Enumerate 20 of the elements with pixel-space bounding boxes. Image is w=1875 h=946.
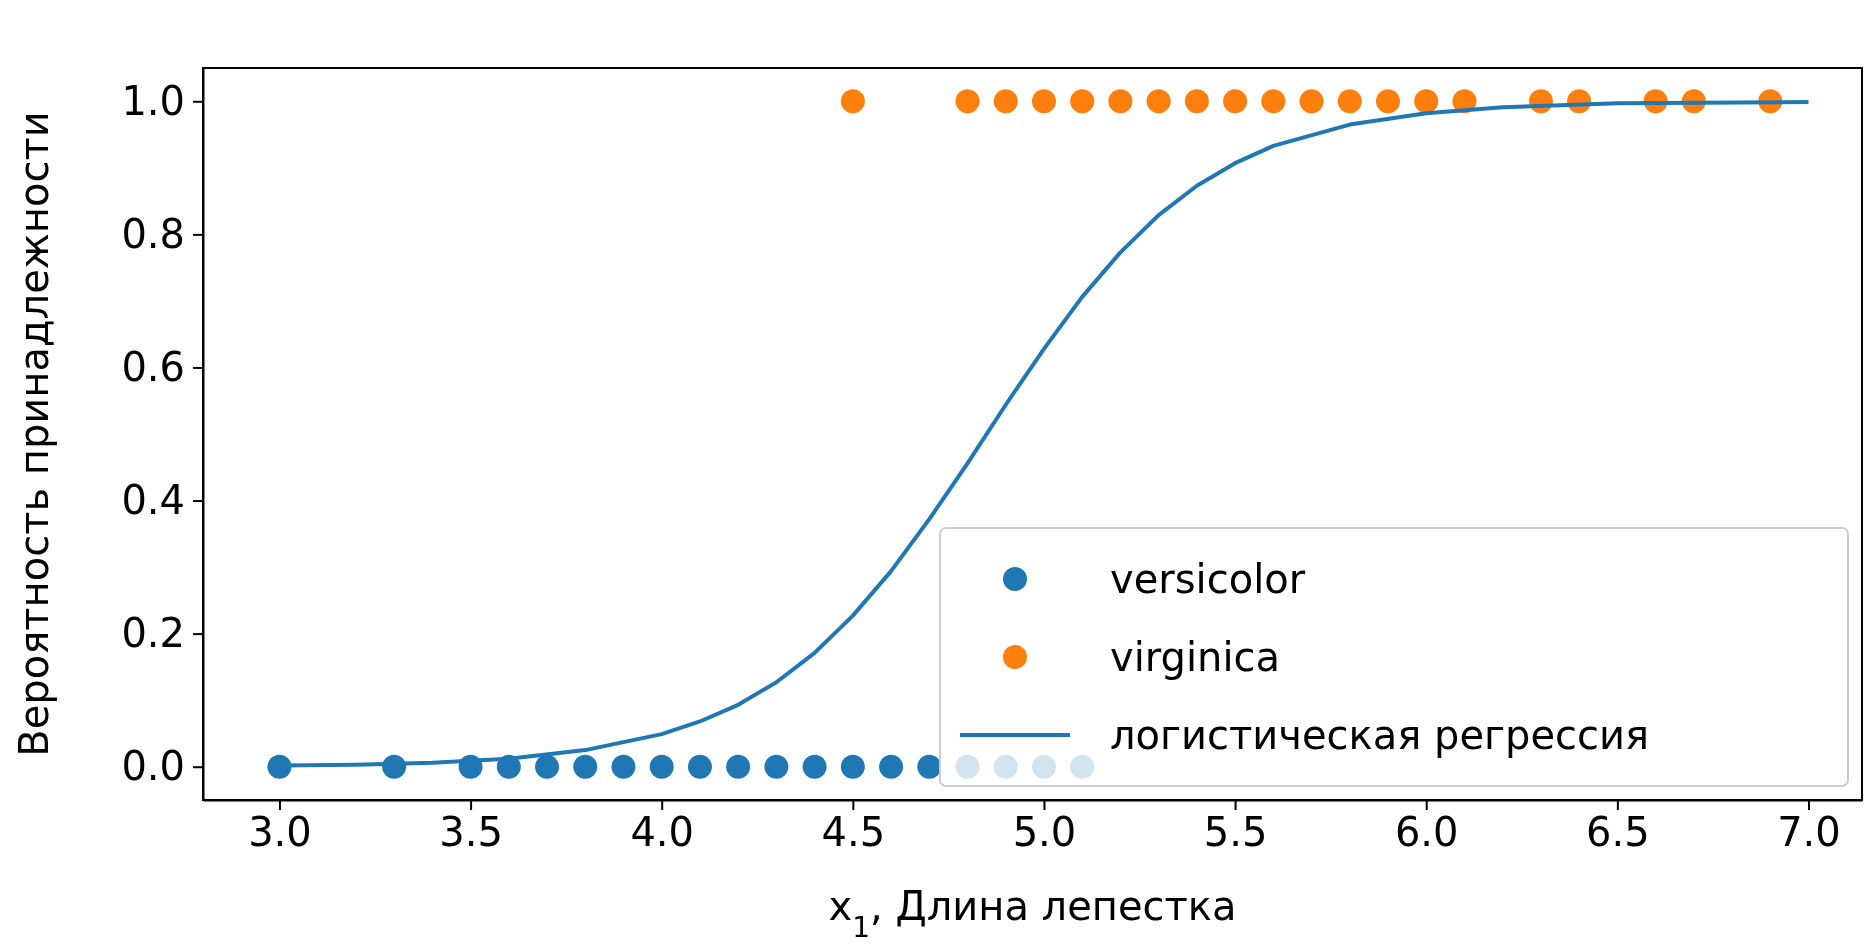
x-tick-label: 3.0: [248, 809, 312, 856]
x-tick-label: 4.5: [821, 809, 886, 856]
x-axis-title: x$_{1}$, Длина лепестка: [828, 883, 1237, 944]
y-axis-title: Вероятность принадлежности: [11, 111, 57, 757]
y-tick-label: 1.0: [121, 77, 185, 124]
x-tick-label: 4.0: [630, 809, 695, 856]
x-tick-label: 7.0: [1777, 809, 1841, 856]
x-tick-label: 6.0: [1394, 809, 1459, 856]
y-tick-label: 0.2: [121, 609, 185, 656]
legend-label: virginica: [1110, 634, 1280, 680]
y-tick-label: 0.6: [121, 343, 185, 390]
x-tick-label: 5.5: [1203, 809, 1268, 856]
x-tick-label: 3.5: [439, 809, 503, 856]
y-tick-label: 0.8: [121, 210, 185, 257]
x-tick-label: 6.5: [1586, 809, 1650, 856]
y-tick-label: 0.0: [121, 743, 185, 790]
y-tick-label: 0.4: [121, 476, 185, 523]
legend-label: versicolor: [1110, 556, 1306, 602]
legend-label: логистическая регрессия: [1110, 712, 1650, 758]
x-tick-label: 5.0: [1012, 809, 1077, 856]
